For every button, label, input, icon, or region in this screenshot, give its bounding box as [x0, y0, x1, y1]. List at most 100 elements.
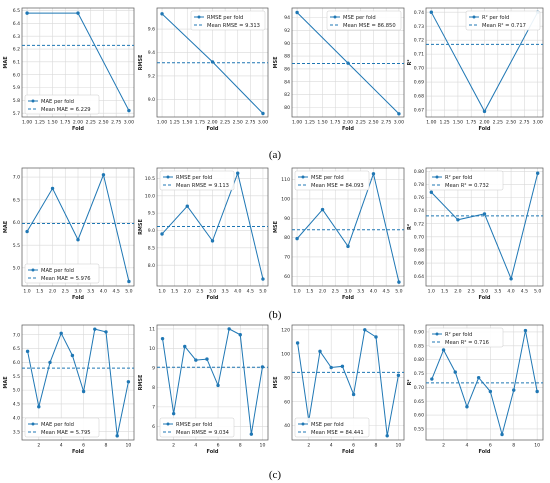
chart-panel-5: 1.0 1.5 2.0 2.5 3.0 3.5 4.0 4.5 5.0 5.0 5.5 6.0 6.5 7…	[3, 167, 135, 301]
y-tick-label: 9.0	[148, 228, 155, 234]
y-tick-label: 0.78	[414, 182, 424, 188]
data-point	[260, 365, 265, 369]
legend-marker	[31, 268, 35, 272]
x-axis-label: Fold	[207, 295, 219, 301]
y-axis-label: MSE	[273, 56, 279, 69]
x-tick-label: 2	[442, 443, 445, 449]
y-tick-label: 9.0	[148, 97, 155, 103]
y-tick-label: 0.80	[414, 357, 424, 363]
y-axis-label: MAE	[3, 56, 9, 69]
data-point	[429, 10, 434, 14]
y-tick-label: 0.74	[414, 10, 424, 16]
x-tick-label: 2.5	[196, 289, 203, 295]
x-tick-label: 10	[395, 443, 401, 449]
y-axis-label: R²	[407, 59, 413, 65]
data-point	[371, 172, 376, 176]
y-tick-label: 7.0	[13, 332, 20, 338]
chart-panel-3: 1.00 1.25 1.50 1.75 2.00 2.25 2.50 2.75 3.00 80 82…	[273, 7, 405, 132]
y-tick-label: 70	[284, 255, 290, 261]
y-tick-label: 5.5	[13, 374, 20, 380]
legend-label-series: RMSE per fold	[176, 175, 212, 181]
y-tick-label: 10.5	[145, 176, 155, 182]
legend: RMSE per fold Mean RMSE = 9.113	[159, 170, 235, 191]
y-tick-label: 5.0	[13, 265, 20, 271]
x-tick-label: 1.0	[158, 289, 165, 295]
x-tick-label: 2.75	[381, 120, 391, 126]
y-tick-label: 80	[284, 105, 290, 111]
x-tick-label: 1.50	[453, 120, 463, 126]
x-tick-label: 1.0	[428, 289, 435, 295]
y-axis-label: MAE	[3, 376, 9, 389]
plot-frame	[425, 7, 544, 118]
legend: MSE per fold Mean MSE = 86.850	[326, 10, 402, 31]
y-tick-label: 84	[284, 79, 290, 85]
legend-box	[159, 170, 235, 191]
data-point	[261, 277, 265, 281]
panel-label: (b)	[269, 309, 282, 321]
x-tick-label: 8	[512, 443, 515, 449]
x-tick-label: 3.0	[481, 289, 488, 295]
x-tick-label: 2.5	[468, 289, 475, 295]
plot-frame	[291, 7, 405, 118]
panel-label: (a)	[269, 149, 282, 161]
legend-label-mean: Mean R² = 0.717	[482, 23, 526, 29]
data-point	[249, 432, 254, 436]
y-tick-label: 10.0	[145, 193, 155, 199]
x-tick-label: 1.50	[47, 120, 57, 126]
data-point	[25, 349, 30, 354]
legend-marker	[197, 15, 201, 19]
plot-frame	[21, 324, 135, 441]
legend-marker	[435, 175, 439, 179]
legend-label-series: R² per fold	[445, 332, 472, 338]
legend-marker	[166, 175, 170, 179]
data-point	[183, 344, 187, 349]
data-point	[340, 364, 345, 369]
x-tick-label: 4.5	[383, 289, 390, 295]
x-axis-label: Fold	[479, 126, 491, 132]
x-axis-label: Fold	[72, 449, 84, 455]
y-axis-label: RMSE	[138, 54, 144, 70]
data-point	[318, 349, 322, 354]
series-line	[431, 330, 538, 437]
legend-label-mean: Mean MSE = 86.850	[343, 23, 396, 29]
data-point	[351, 392, 356, 397]
y-tick-label: 88	[284, 54, 290, 60]
x-axis-label: Fold	[207, 449, 219, 455]
legend-label-mean: Mean MSE = 84.093	[311, 183, 364, 189]
legend: MAE per fold Mean MAE = 5.795	[24, 417, 100, 438]
y-tick-label: 0.66	[414, 261, 424, 267]
y-tick-label: 92	[284, 28, 290, 34]
legend-label-series: RMSE per fold	[207, 15, 243, 21]
data-point	[465, 405, 469, 409]
x-tick-label: 5.0	[125, 289, 132, 295]
legend-label-mean: Mean MAE = 5.976	[41, 276, 91, 282]
legend: MSE per fold Mean MSE = 84.093	[294, 170, 370, 191]
x-tick-label: 1.75	[330, 120, 340, 126]
plot-frame	[21, 7, 135, 118]
legend-box	[294, 170, 370, 191]
y-axis-label: R²	[407, 379, 413, 385]
y-tick-label: 8.5	[148, 245, 155, 251]
y-axis-label: R²	[407, 224, 413, 230]
x-tick-label: 1.25	[35, 120, 45, 126]
y-tick-label: 90	[284, 216, 290, 222]
chart-panel-12: 2 4 6 8 10 0.55 0.60 0.65 0.70 0.75 0.80 0.85 0.90 Fo…	[407, 324, 544, 455]
legend-label-series: MSE per fold	[343, 15, 376, 21]
x-tick-label: 2.75	[111, 120, 121, 126]
y-tick-label: 0.76	[414, 195, 424, 201]
x-tick-label: 2.00	[479, 120, 489, 126]
x-tick-label: 3.00	[394, 120, 404, 126]
y-tick-label: 5.9	[13, 85, 20, 91]
x-tick-label: 2.25	[220, 120, 230, 126]
x-tick-label: 1.00	[292, 120, 302, 126]
y-tick-label: 6.5	[13, 8, 20, 14]
y-tick-label: 0.70	[414, 234, 424, 240]
y-tick-label: 6.3	[13, 34, 20, 40]
y-tick-label: 6.0	[13, 360, 20, 366]
x-tick-label: 1.00	[22, 120, 32, 126]
data-point	[210, 239, 215, 243]
x-tick-label: 3.00	[533, 120, 543, 126]
x-tick-label: 10	[260, 443, 266, 449]
x-tick-label: 6	[217, 443, 220, 449]
